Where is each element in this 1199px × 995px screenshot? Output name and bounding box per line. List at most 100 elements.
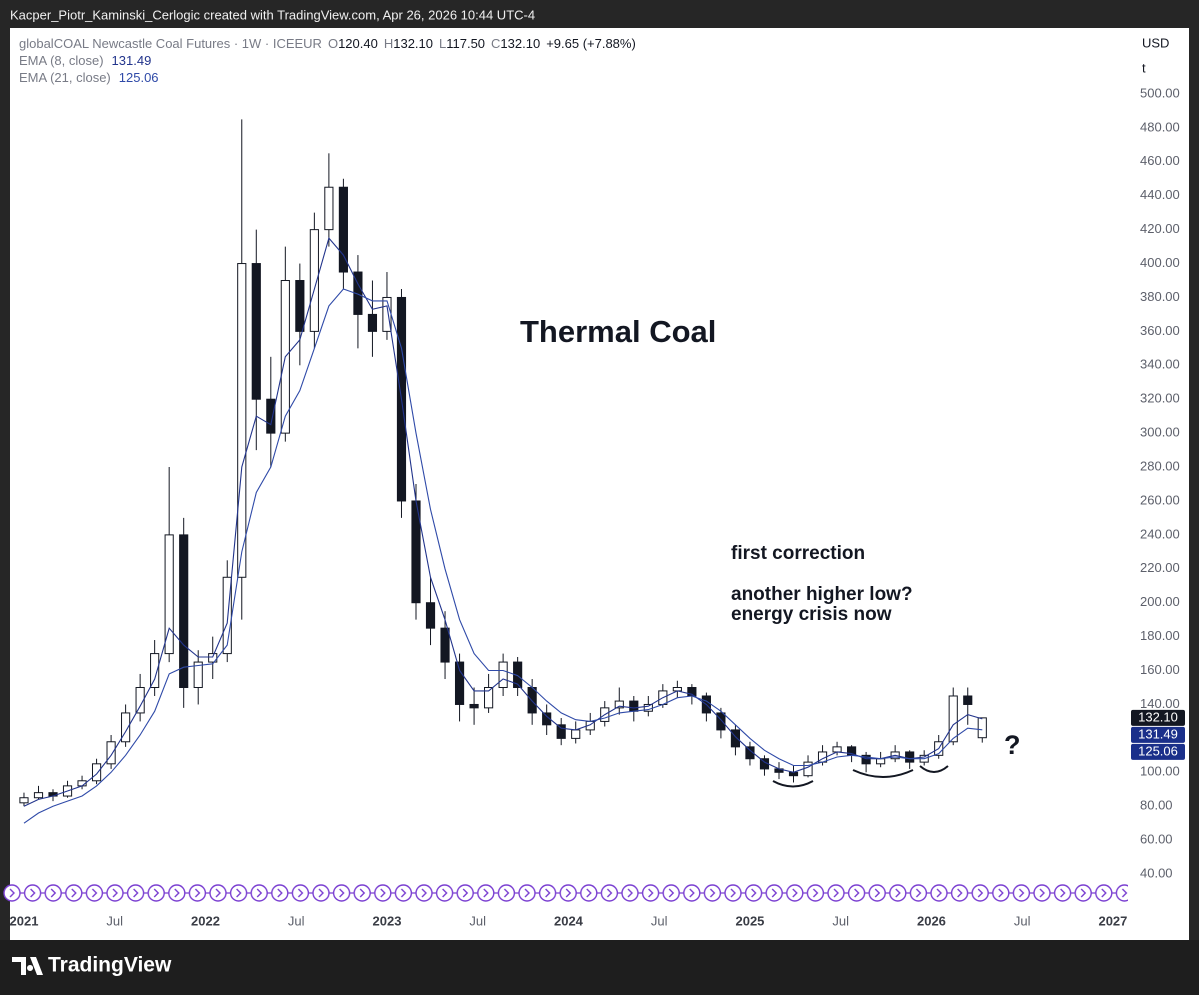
candle-body <box>730 729 741 748</box>
candle-body <box>948 695 958 743</box>
annotation: first correction <box>731 543 865 564</box>
candle-body <box>193 661 203 689</box>
x-tick-label: 2025 <box>735 913 764 928</box>
legend-item: 132.10 <box>393 36 433 51</box>
event-markers <box>2 883 1128 903</box>
legend-item: +9.65 (+7.88%) <box>546 36 636 51</box>
y-tick-label: 340.00 <box>1140 357 1180 372</box>
legend-item: 125.06 <box>119 70 159 85</box>
legend-row: EMA (8, close) 131.49 <box>19 53 151 68</box>
chart-panel <box>10 28 1189 940</box>
x-tick-label: Jul <box>651 913 668 928</box>
brand-logo <box>12 957 43 975</box>
legend: globalCOAL Newcastle Coal Futures · 1W ·… <box>19 36 636 85</box>
price-label-bg <box>1131 709 1185 726</box>
legend-item: 120.40 <box>338 36 378 51</box>
price-label: 131.49 <box>1138 726 1178 741</box>
chart-title: Thermal Coal <box>520 314 716 349</box>
y-tick-label: 260.00 <box>1140 492 1180 507</box>
candle-body <box>498 661 508 689</box>
x-tick-label: Jul <box>106 913 123 928</box>
candle-body <box>425 602 436 629</box>
unit: t <box>1142 60 1146 75</box>
y-tick-label: 500.00 <box>1140 85 1180 100</box>
candle-body <box>556 724 566 739</box>
legend-item: L <box>439 36 446 51</box>
candle-body <box>454 661 465 705</box>
y-tick-label: 100.00 <box>1140 764 1180 779</box>
candle-body <box>614 700 624 709</box>
candle-body <box>309 229 319 332</box>
candle-body <box>121 712 131 743</box>
y-tick-label: 200.00 <box>1140 594 1180 609</box>
candle-body <box>440 627 450 663</box>
candle-body <box>542 712 552 726</box>
y-tick-label: 360.00 <box>1140 323 1180 338</box>
legend-row: globalCOAL Newcastle Coal Futures · 1W ·… <box>19 36 636 51</box>
candle-body <box>266 398 276 434</box>
annotation: another higher low? <box>731 584 913 605</box>
candle-body <box>135 687 145 714</box>
candle-body <box>237 263 247 578</box>
ema-line <box>23 288 983 824</box>
candle-body <box>745 746 755 760</box>
candle-body <box>33 792 44 799</box>
legend-item: C <box>491 36 500 51</box>
candle-body <box>251 263 261 400</box>
candle-body <box>338 186 348 273</box>
x-tick-label: 2022 <box>191 913 220 928</box>
candle-body <box>91 763 102 782</box>
candle-body <box>861 754 871 765</box>
candle-body <box>571 729 581 739</box>
y-tick-label: 40.00 <box>1140 865 1173 880</box>
x-tick-label: 2021 <box>10 913 39 928</box>
annotation: energy crisis now <box>731 604 892 625</box>
drawing-arc <box>919 765 949 773</box>
price-label-bg <box>1131 726 1185 743</box>
x-tick-label: 2026 <box>917 913 946 928</box>
drawing-arc <box>772 780 814 788</box>
legend-item: 117.50 <box>446 36 485 51</box>
candle-body <box>469 703 479 709</box>
y-tick-label: 80.00 <box>1140 798 1173 813</box>
ema-line <box>23 236 983 807</box>
x-tick-label: Jul <box>832 913 849 928</box>
legend-item: 132.10 <box>500 36 540 51</box>
candle-body <box>19 797 29 804</box>
candle-body <box>367 313 378 332</box>
candle-body <box>164 534 174 655</box>
candle-body <box>803 761 813 777</box>
y-tick-label: 220.00 <box>1140 560 1180 575</box>
y-tick-label: 240.00 <box>1140 526 1180 541</box>
x-tick-label: 2023 <box>373 913 402 928</box>
footer <box>0 940 1199 995</box>
candle-body <box>905 751 915 763</box>
currency: USD <box>1142 35 1169 50</box>
header-text: Kacper_Piotr_Kaminski_Cerlogic created w… <box>10 7 535 22</box>
x-tick-label: Jul <box>1014 913 1031 928</box>
y-tick-label: 160.00 <box>1140 662 1180 677</box>
price-label: 132.10 <box>1138 709 1178 724</box>
candle-body <box>295 280 305 332</box>
candle-body <box>629 700 639 712</box>
y-tick-label: 420.00 <box>1140 221 1180 236</box>
candle-body <box>716 712 726 731</box>
candle-body <box>832 746 842 753</box>
legend-item: H <box>384 36 393 51</box>
legend-item: globalCOAL Newcastle Coal Futures · 1W ·… <box>19 36 322 51</box>
drawing-arc <box>852 769 914 778</box>
legend-item: 131.49 <box>112 53 152 68</box>
y-tick-label: 300.00 <box>1140 425 1180 440</box>
y-tick-label: 140.00 <box>1140 696 1180 711</box>
candle-body <box>513 661 523 689</box>
price-label-bg <box>1131 743 1185 760</box>
candle-body <box>876 758 886 765</box>
y-tick-label: 60.00 <box>1140 832 1173 847</box>
candle-body <box>963 695 973 705</box>
candle-body <box>179 534 189 689</box>
y-tick-label: 460.00 <box>1140 153 1180 168</box>
candle-body <box>484 687 494 709</box>
legend-item: EMA (8, close) <box>19 53 104 68</box>
legend-row: EMA (21, close) 125.06 <box>19 70 159 85</box>
